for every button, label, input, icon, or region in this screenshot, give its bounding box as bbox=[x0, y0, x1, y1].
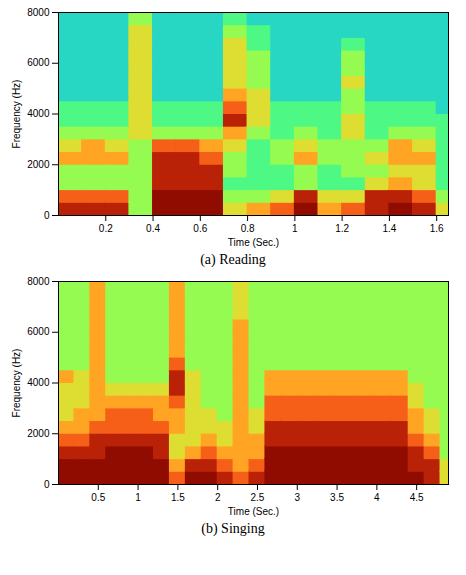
svg-text:1.5: 1.5 bbox=[171, 492, 185, 503]
svg-text:6000: 6000 bbox=[27, 57, 50, 68]
svg-text:Frequency (Hz): Frequency (Hz) bbox=[11, 80, 22, 149]
svg-text:0: 0 bbox=[44, 210, 50, 221]
svg-text:4000: 4000 bbox=[27, 108, 50, 119]
svg-text:8000: 8000 bbox=[27, 276, 50, 287]
svg-text:8000: 8000 bbox=[27, 7, 50, 18]
svg-text:2.5: 2.5 bbox=[251, 492, 265, 503]
svg-text:2: 2 bbox=[215, 492, 221, 503]
svg-text:0.2: 0.2 bbox=[99, 223, 113, 234]
svg-text:Time (Sec.): Time (Sec.) bbox=[228, 506, 279, 517]
svg-text:2000: 2000 bbox=[27, 159, 50, 170]
svg-text:0.4: 0.4 bbox=[146, 223, 160, 234]
svg-text:4.5: 4.5 bbox=[410, 492, 424, 503]
html-text:(b) Singing: (b) Singing bbox=[201, 521, 265, 536]
svg-text:3: 3 bbox=[294, 492, 300, 503]
svg-text:0.6: 0.6 bbox=[193, 223, 207, 234]
svg-text:0.8: 0.8 bbox=[241, 223, 255, 234]
svg-text:0.5: 0.5 bbox=[91, 492, 105, 503]
svg-text:1: 1 bbox=[292, 223, 298, 234]
svg-text:Frequency (Hz): Frequency (Hz) bbox=[11, 349, 22, 418]
svg-text:Time (Sec.): Time (Sec.) bbox=[228, 237, 279, 248]
svg-text:1.6: 1.6 bbox=[430, 223, 444, 234]
svg-text:0: 0 bbox=[44, 479, 50, 490]
svg-text:3.5: 3.5 bbox=[330, 492, 344, 503]
svg-text:4000: 4000 bbox=[27, 377, 50, 388]
svg-text:6000: 6000 bbox=[27, 326, 50, 337]
svg-text:1: 1 bbox=[135, 492, 141, 503]
html-text:(a) Reading: (a) Reading bbox=[200, 252, 266, 267]
svg-text:2000: 2000 bbox=[27, 428, 50, 439]
svg-text:1.4: 1.4 bbox=[382, 223, 396, 234]
svg-text:1.2: 1.2 bbox=[335, 223, 349, 234]
svg-text:4: 4 bbox=[374, 492, 380, 503]
